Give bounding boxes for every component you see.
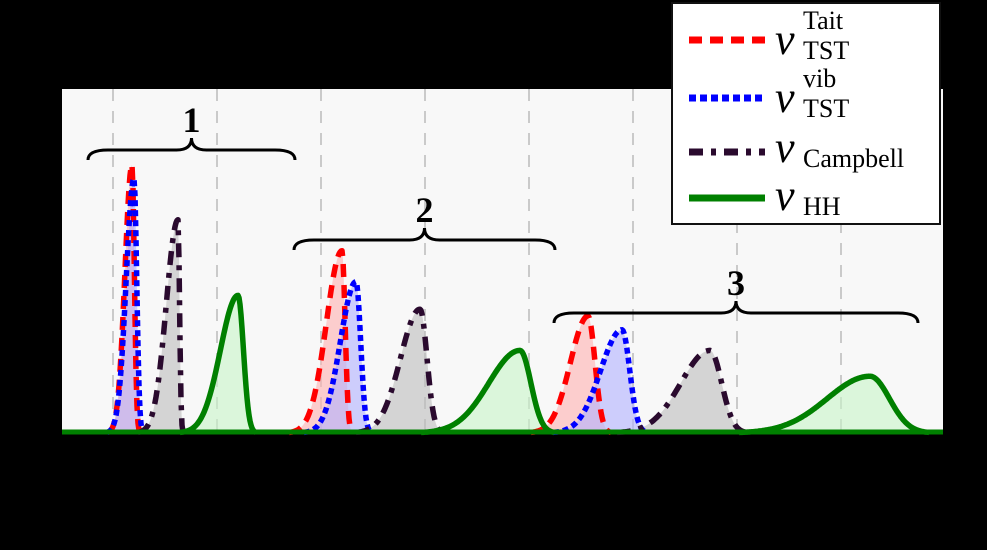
series-line <box>615 347 749 436</box>
series-line <box>106 161 143 435</box>
series-line <box>287 247 355 436</box>
group-brace <box>86 137 297 161</box>
group-label: 1 <box>183 100 201 140</box>
legend-label-vib: ν vib TST <box>775 64 850 123</box>
series-fill <box>421 350 554 433</box>
series-line <box>136 216 186 436</box>
series-fill <box>138 219 183 433</box>
group-brace <box>552 300 920 324</box>
series-fill <box>739 376 929 433</box>
group-brace <box>292 227 557 251</box>
legend-dotted-blue-line <box>689 94 765 102</box>
series-fill <box>617 350 747 433</box>
legend-label-hh: ν HH <box>775 171 841 221</box>
group-braces: 1 2 3 <box>86 100 920 324</box>
legend: ν Tait TST ν vib TST ν Campbell ν HH <box>671 2 941 225</box>
series-line <box>302 278 373 436</box>
series-line <box>737 373 931 436</box>
series-line <box>551 327 649 436</box>
group-label: 3 <box>727 263 745 303</box>
legend-label-campbell: ν Campbell <box>775 123 905 173</box>
series-line <box>105 175 146 435</box>
legend-item-tait: ν Tait TST <box>673 6 939 65</box>
legend-dashed-red-line <box>689 36 765 44</box>
legend-solid-green-line <box>689 194 765 202</box>
series-line <box>354 306 445 436</box>
legend-item-vib: ν vib TST <box>673 64 939 123</box>
legend-label-tait: ν Tait TST <box>775 6 850 65</box>
series-lines <box>62 161 943 436</box>
legend-item-campbell: ν Campbell <box>673 126 939 180</box>
series-line <box>529 313 613 436</box>
legend-item-hh: ν HH <box>673 174 939 228</box>
series-line <box>419 347 556 436</box>
series-fill <box>553 329 647 433</box>
series-fill <box>304 281 371 433</box>
series-line <box>178 292 258 436</box>
legend-dashdot-line <box>689 148 765 156</box>
group-label: 2 <box>416 190 434 230</box>
